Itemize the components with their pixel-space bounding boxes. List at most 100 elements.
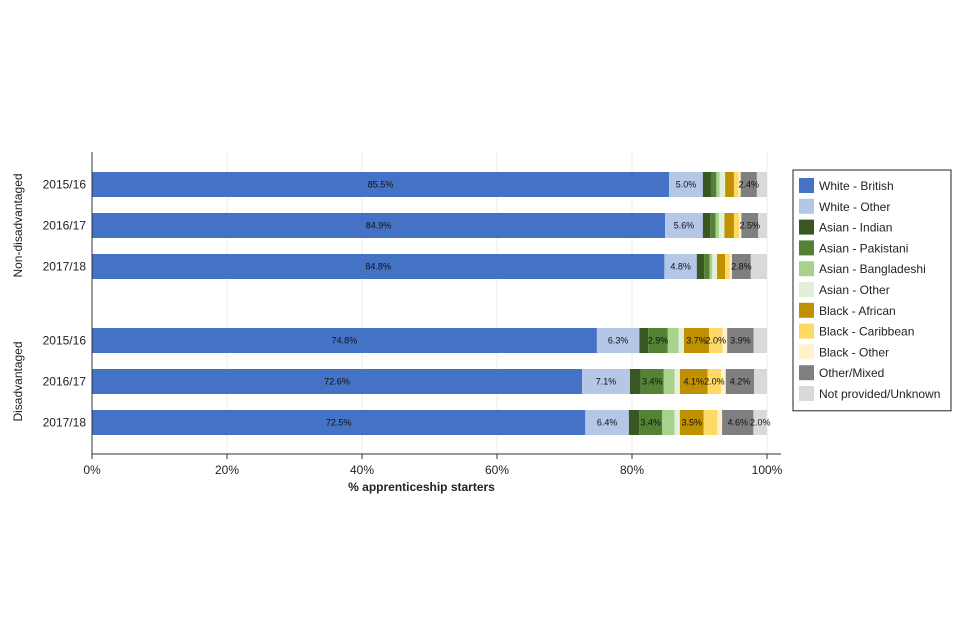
legend-swatch <box>799 302 814 318</box>
bar-segment <box>715 213 720 238</box>
data-labels: 85.5% 5.0% 2.4% 84.9% 5.6% 2.5% 84.8% 4.8% 2.8% 7… <box>324 180 770 428</box>
bar-segment <box>703 410 718 435</box>
data-label: 72.5% <box>326 418 352 428</box>
bar-segment <box>753 328 767 353</box>
bar-segment <box>92 213 666 238</box>
bar-segment <box>741 213 759 238</box>
legend-swatch <box>799 365 814 381</box>
bar-segment <box>733 172 739 197</box>
bar-segment <box>709 254 713 279</box>
x-tick-label: 20% <box>215 463 239 477</box>
bar-segment <box>663 369 675 394</box>
legend-swatch <box>799 386 814 401</box>
bar-segment <box>674 410 680 435</box>
data-label: 7.1% <box>596 377 617 387</box>
legend: White - British White - Other Asian - Indi… <box>792 169 952 412</box>
legend-entry: Black - Caribbean <box>819 325 914 339</box>
data-label: 72.6% <box>324 377 350 387</box>
bar-segment <box>708 328 723 353</box>
y-group-label: Disadvantaged <box>11 341 25 421</box>
bar-segment <box>628 410 640 435</box>
bar-segment <box>717 254 726 279</box>
bar-segment <box>739 213 742 238</box>
legend-swatch <box>799 344 814 360</box>
data-label: 2.5% <box>740 221 761 231</box>
bar-segment <box>702 213 711 238</box>
y-category-label: 2016/17 <box>43 375 87 389</box>
bar-segment <box>722 328 728 353</box>
data-label: 84.9% <box>366 221 392 231</box>
x-tick-label: 80% <box>620 463 644 477</box>
bar-segment <box>716 172 720 197</box>
bar-segment <box>92 369 583 394</box>
legend-swatch <box>799 178 814 193</box>
bar-segment <box>738 172 741 197</box>
bar-segment <box>756 172 767 197</box>
bar-segment <box>753 410 767 435</box>
y-category-label: 2015/16 <box>43 334 87 348</box>
bar-segment <box>683 328 709 353</box>
data-label: 6.4% <box>597 418 618 428</box>
data-label: 85.5% <box>368 180 394 190</box>
bar-segment <box>679 410 704 435</box>
data-label: 5.0% <box>676 180 697 190</box>
bar-segment <box>92 410 586 435</box>
bar-segment <box>740 172 757 197</box>
bar-segment <box>758 213 767 238</box>
y-category-label: 2017/18 <box>43 416 87 430</box>
data-label: 84.8% <box>365 262 391 272</box>
legend-swatch <box>799 240 814 256</box>
bar-segment <box>725 172 734 197</box>
data-label: 2.0% <box>704 377 725 387</box>
bar-segment <box>664 254 697 279</box>
data-label: 5.6% <box>674 221 695 231</box>
bar-segment <box>725 254 730 279</box>
legend-swatch <box>799 219 814 235</box>
bar-segment <box>696 254 705 279</box>
bar-segment <box>724 213 734 238</box>
data-label: 3.7% <box>686 336 707 346</box>
bar-segment <box>662 410 675 435</box>
bar-segment <box>710 213 716 238</box>
bar-segment <box>92 172 670 197</box>
data-label: 74.8% <box>332 336 358 346</box>
bar-segment <box>722 410 754 435</box>
bar-segment <box>707 369 722 394</box>
bar-segment <box>585 410 629 435</box>
data-label: 4.6% <box>727 418 748 428</box>
data-label: 2.0% <box>705 336 726 346</box>
bar-segment <box>640 369 664 394</box>
data-label: 3.4% <box>642 377 663 387</box>
bar-segment <box>92 328 597 353</box>
legend-entry: Not provided/Unknown <box>819 387 940 401</box>
bar-segment <box>750 254 767 279</box>
data-label: 3.9% <box>730 336 751 346</box>
bar-segment <box>725 369 755 394</box>
bar-segment <box>702 172 711 197</box>
bars <box>92 172 767 435</box>
data-label: 4.2% <box>730 377 751 387</box>
bar-segment <box>92 254 665 279</box>
bar-segment <box>629 369 641 394</box>
bar-segment <box>639 328 649 353</box>
x-axis-title: % apprenticeship starters <box>348 480 495 494</box>
bar-segment <box>733 213 740 238</box>
bar-segment <box>719 213 725 238</box>
bar-segment <box>639 410 663 435</box>
bar-segment <box>754 369 767 394</box>
data-label: 6.3% <box>608 336 629 346</box>
legend-entry: Asian - Bangladeshi <box>819 262 926 276</box>
legend-entry: White - Other <box>819 200 890 214</box>
legend-entry: White - British <box>819 179 894 193</box>
x-tick-label: 100% <box>752 463 783 477</box>
legend-box <box>792 169 952 412</box>
bar-segment <box>582 369 630 394</box>
bar-segment <box>729 254 732 279</box>
data-label: 3.4% <box>640 418 661 428</box>
bar-segment <box>717 410 723 435</box>
y-category-label: 2017/18 <box>43 260 87 274</box>
bar-segment <box>674 369 680 394</box>
bar-segment <box>596 328 640 353</box>
bar-segment <box>712 254 718 279</box>
